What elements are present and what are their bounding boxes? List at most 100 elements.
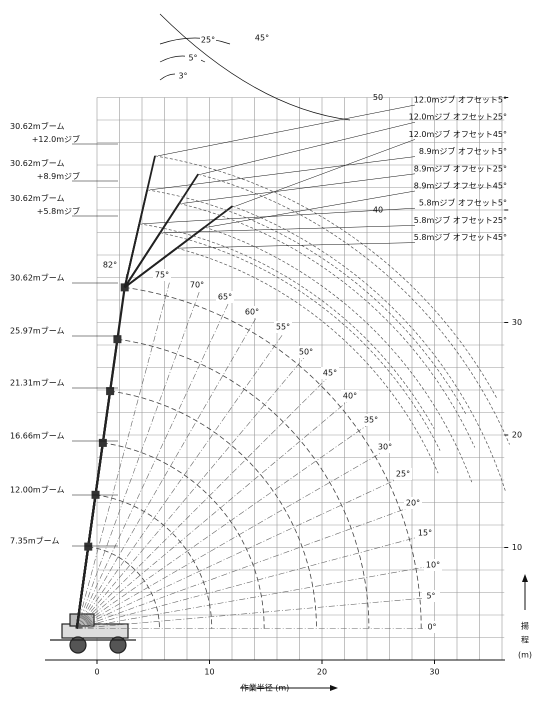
angle-ray (76, 352, 309, 629)
angle-label-bg (297, 346, 315, 358)
y-axis-label: 揚 (521, 621, 529, 631)
leader (163, 225, 416, 233)
boom-head (84, 542, 93, 551)
jib-label: 12.0mジブ オフセット25° (409, 112, 507, 122)
boom-label: 12.00mブーム (10, 485, 64, 495)
angle-ray (76, 280, 171, 629)
y-tick-label: 40 (373, 206, 383, 215)
x-arrowhead (330, 685, 338, 691)
angle-label-bg (423, 621, 441, 633)
boom-angle-label: 15° (418, 529, 432, 538)
boom-angle-label: 65° (218, 293, 232, 302)
boom-arc (117, 338, 370, 629)
boom-label: 16.66mブーム (10, 431, 64, 441)
boom-label: 30.62mブーム (10, 273, 64, 283)
boom (75, 546, 90, 629)
leader (201, 121, 416, 175)
boom-head (98, 438, 107, 447)
angle-label-bg (394, 468, 412, 480)
boom-angle-label: 25° (396, 470, 410, 479)
x-tick-label: 10 (204, 668, 214, 677)
boom-angle-label: 75° (155, 271, 169, 280)
angle-label-bg (175, 70, 191, 82)
boom-label: +5.8mジブ (37, 206, 80, 216)
boom-arc (110, 390, 317, 629)
jib-curve (139, 223, 435, 429)
angle-label-bg (376, 441, 394, 453)
x-tick-label: 30 (429, 668, 439, 677)
jib (123, 232, 161, 288)
leader (182, 173, 416, 204)
boom-arc (102, 442, 265, 629)
angle-label-bg (321, 367, 339, 379)
boom-angle-label: 5° (426, 592, 435, 601)
boom-head (113, 335, 122, 344)
angle-label-bg (274, 321, 292, 333)
boom-angle-label: 50° (299, 348, 313, 357)
angle-ray (76, 396, 353, 629)
jib-curve (154, 155, 498, 400)
boom-angle-label: 10° (426, 561, 440, 570)
jib-curve (147, 189, 467, 415)
leader (179, 242, 416, 249)
y-tick-label: 50 (373, 93, 383, 102)
angle-label-bg (362, 414, 380, 426)
jib-curve (176, 247, 439, 474)
jib-label: 8.9mジブ オフセット25° (414, 163, 507, 173)
crane-body (50, 613, 136, 654)
angle-label-bg (101, 259, 119, 271)
angle-ray (76, 596, 436, 629)
boom-label: 21.31mブーム (10, 378, 64, 388)
offset-angle-label: 3° (178, 72, 187, 81)
boom-angle-label: 30° (378, 443, 392, 452)
angle-label-bg (424, 559, 442, 571)
angle-ray (76, 505, 416, 629)
angle-label-bg (216, 291, 234, 303)
offset-angle-label: 25° (201, 36, 215, 45)
angle-ray (76, 373, 332, 629)
boom-angle-label: 70° (190, 281, 204, 290)
y-axis-label: 程 (521, 636, 529, 645)
angle-ray (76, 421, 372, 629)
boom-label: 25.97mブーム (10, 326, 64, 336)
jib-curve (179, 203, 476, 448)
boom-label: 30.62mブーム (10, 193, 64, 203)
x-axis-label: 作業半径 (m) (241, 683, 290, 693)
y-arrowhead (522, 574, 528, 582)
jib (124, 247, 178, 289)
y-tick-label: 20 (512, 431, 522, 440)
offset-arc (159, 37, 231, 45)
jib-curve (204, 226, 473, 483)
boom-label: +12.0mジブ (32, 134, 80, 144)
angle-label-bg (422, 590, 440, 602)
jib-curve (198, 173, 510, 445)
jib-label: 5.8mジブ オフセット25° (414, 215, 507, 225)
offset-angle-label: 5° (188, 54, 197, 63)
angle-ray (76, 448, 389, 629)
y-tick-label: 10 (512, 543, 522, 552)
jib-curve (232, 205, 506, 492)
jib-label: 5.8mジブ オフセット5° (419, 198, 507, 208)
angle-label-bg (254, 32, 270, 44)
jib-label: 8.9mジブ オフセット5° (419, 146, 507, 156)
angle-label-bg (200, 34, 216, 46)
boom-angle-label: 35° (364, 416, 378, 425)
boom-angle-label: 82° (103, 261, 117, 270)
x-tick-label: 0 (94, 668, 99, 677)
angle-label-bg (404, 497, 422, 509)
boom-arc (95, 494, 213, 629)
boom-label: 7.35mブーム (10, 536, 59, 546)
leader (207, 190, 416, 228)
x-tick-label: 20 (317, 668, 327, 677)
angle-ray (76, 476, 404, 629)
y-tick-label: 30 (512, 318, 522, 327)
y-axis-label: (m) (518, 651, 532, 660)
leader (235, 139, 416, 207)
offset-arc (159, 13, 351, 121)
angle-ray (76, 333, 284, 629)
boom-arc (124, 286, 422, 629)
overlay: 0 10 20 30 10 20 30 40 50 30.62mブーム +12.0mジブ 30.62m… (10, 13, 522, 677)
boom-angle-label: 20° (406, 499, 420, 508)
boom-angle-label: 60° (245, 308, 259, 317)
